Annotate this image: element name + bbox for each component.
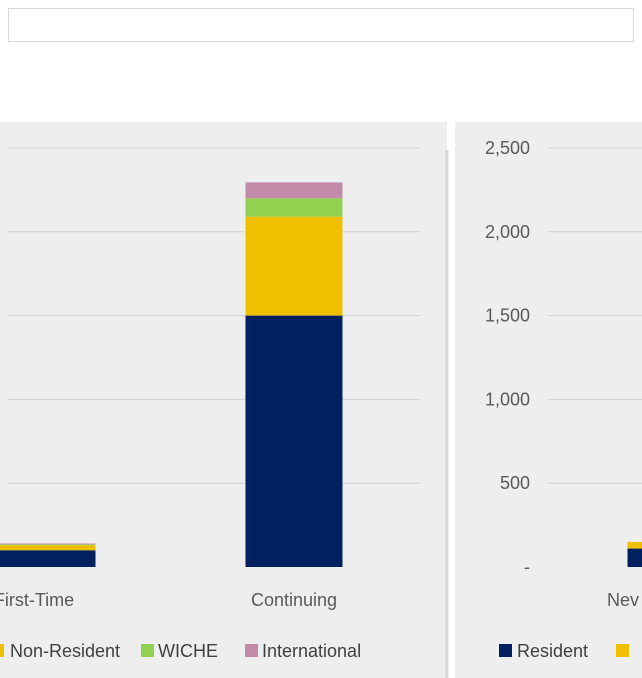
bar-new-resident <box>627 548 642 567</box>
bar-new-non-resident <box>627 541 642 549</box>
legend-swatch-resident <box>499 644 512 657</box>
bar-new-first-time-wiche <box>0 544 96 546</box>
bar-continuing-international <box>245 182 343 199</box>
y-tick-label: - <box>524 557 530 577</box>
legend-swatch-international <box>245 644 258 657</box>
x-tick-label: Continuing <box>251 590 337 610</box>
legend-label-non-resident: Non-Resident <box>10 641 120 661</box>
bar-continuing-resident <box>245 315 343 567</box>
y-tick-label: 2,000 <box>485 222 530 242</box>
bar-new-first-time-resident <box>0 550 96 567</box>
legend-label-wiche: WICHE <box>158 641 218 661</box>
y-tick-label: 1,500 <box>485 306 530 326</box>
x-tick-label: v First-Time <box>0 590 74 610</box>
chart-panel-1-background <box>0 122 447 678</box>
chart-title-box <box>8 8 634 42</box>
chart-panel-2-background <box>455 122 642 678</box>
legend-swatch-wiche <box>141 644 154 657</box>
legend-swatch-non-resident-2 <box>616 644 629 657</box>
y-tick-label: 2,500 <box>485 138 530 158</box>
chart-title-area <box>0 42 642 122</box>
bar-continuing-non-resident <box>245 216 343 316</box>
legend-label-resident: Resident <box>517 641 588 661</box>
legend-swatch-non-resident-partial <box>0 644 4 657</box>
x-tick-label: Nev <box>607 590 639 610</box>
y-tick-label: 1,000 <box>485 389 530 409</box>
bar-new-first-time-international <box>0 543 96 545</box>
legend-label-international: International <box>262 641 361 661</box>
bar-new-first-time-non-resident <box>0 545 96 551</box>
bar-continuing-wiche <box>245 198 343 217</box>
y-tick-label: 500 <box>500 473 530 493</box>
